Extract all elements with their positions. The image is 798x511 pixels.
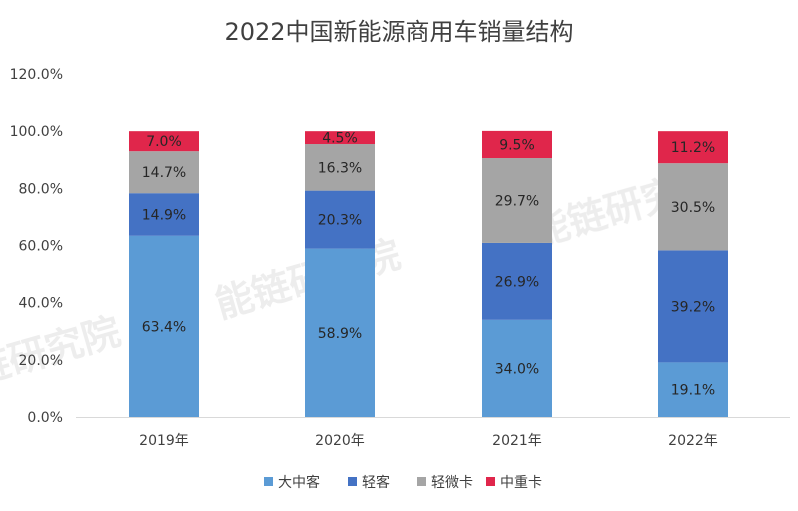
legend-label: 大中客 (278, 474, 320, 491)
data-label: 39.2% (671, 299, 715, 315)
legend-swatch (348, 477, 357, 486)
y-tick-label: 120.0% (10, 67, 63, 83)
data-label: 9.5% (499, 137, 535, 153)
bar-segment (658, 131, 728, 164)
data-label: 30.5% (671, 200, 715, 216)
y-axis: 0.0% 20.0% 40.0% 60.0% 80.0% 100.0% 120.0% (10, 67, 63, 426)
bar-segment (305, 144, 375, 191)
x-tick-label: 2022年 (668, 433, 718, 449)
data-label: 14.9% (142, 207, 186, 223)
data-label: 16.3% (318, 160, 362, 176)
data-label: 4.5% (322, 131, 358, 147)
bar-segment (305, 131, 375, 145)
x-tick-label: 2019年 (139, 433, 189, 449)
legend-label: 轻客 (362, 474, 390, 491)
data-label: 63.4% (142, 319, 186, 335)
bar-segment (129, 193, 199, 236)
y-tick-label: 0.0% (27, 410, 63, 426)
bar-segment (305, 248, 375, 417)
bar-segment (129, 151, 199, 194)
y-tick-label: 100.0% (10, 124, 63, 140)
y-tick-label: 60.0% (19, 239, 63, 255)
data-label: 19.1% (671, 383, 715, 399)
data-label: 14.7% (142, 165, 186, 181)
y-tick-label: 80.0% (19, 181, 63, 197)
bar-segment (482, 242, 552, 320)
data-label: 26.9% (495, 274, 539, 290)
bars-group: 63.4% 14.9% 14.7% 7.0% 58.9% 20.3% 16.3% 4.5% 34… (129, 131, 728, 417)
bar-segment (482, 319, 552, 417)
x-axis: 2019年 2020年 2021年 2022年 (76, 417, 790, 449)
bar-segment (482, 130, 552, 159)
data-label: 34.0% (495, 361, 539, 377)
legend-label: 轻微卡 (431, 475, 473, 491)
legend-swatch (486, 477, 495, 486)
legend: 大中客 轻客 轻微卡 中重卡 (264, 474, 542, 491)
legend-swatch (417, 477, 426, 486)
chart-title: 2022中国新能源商用车销量结构 (224, 18, 573, 46)
bar-segment (129, 235, 199, 417)
data-label: 11.2% (671, 140, 715, 156)
legend-swatch (264, 477, 273, 486)
y-tick-label: 20.0% (19, 353, 63, 369)
data-label: 20.3% (318, 213, 362, 229)
bar-segment (658, 163, 728, 251)
bar-segment (658, 362, 728, 417)
y-tick-label: 40.0% (19, 296, 63, 312)
bar-segment (658, 250, 728, 363)
data-label: 7.0% (146, 134, 182, 150)
data-label: 58.9% (318, 326, 362, 342)
x-tick-label: 2020年 (315, 433, 365, 449)
legend-label: 中重卡 (500, 475, 542, 491)
x-tick-label: 2021年 (492, 433, 542, 449)
bar-segment (129, 131, 199, 152)
data-label: 29.7% (495, 193, 539, 209)
bar-segment (305, 190, 375, 249)
bar-segment (482, 158, 552, 243)
